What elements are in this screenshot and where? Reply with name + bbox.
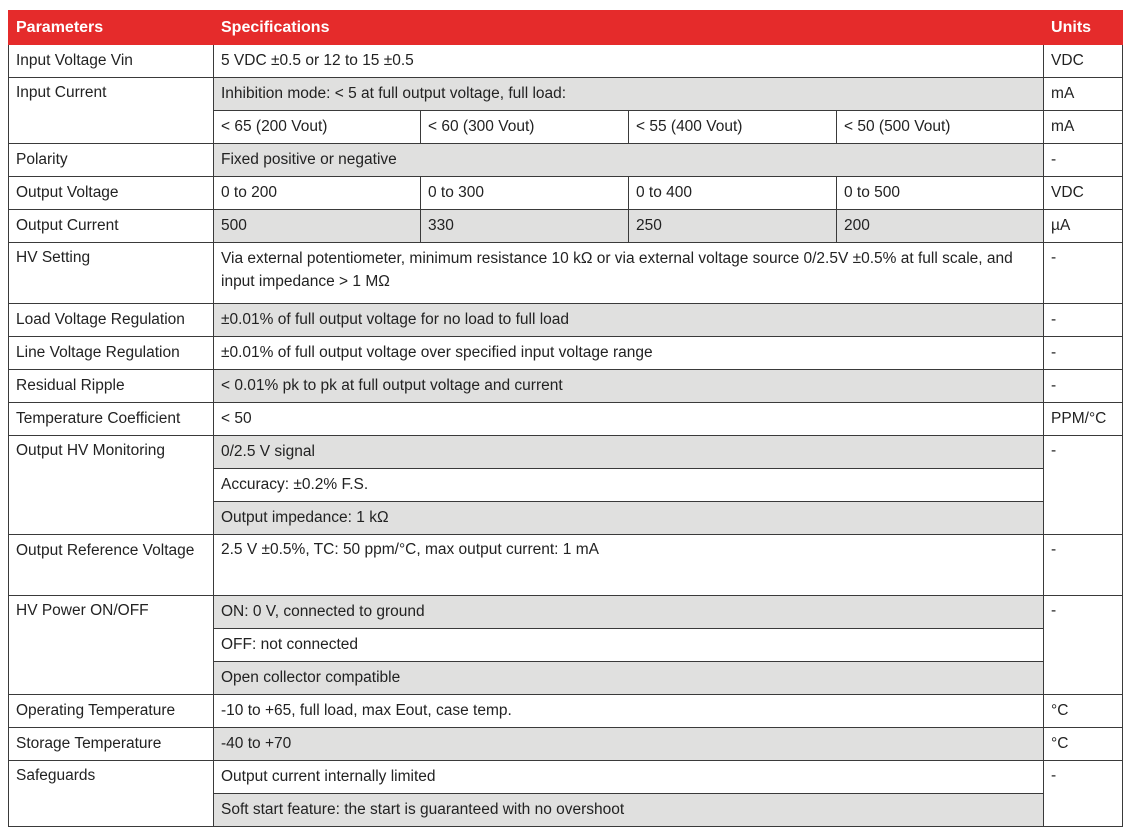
spec-cell: 500 [213,209,421,243]
table-row: Residual Ripple < 0.01% pk to pk at full… [8,369,1124,403]
table-row: Output Current 500 330 250 200 µA [8,209,1124,243]
unit-cell: °C [1043,727,1124,761]
table-row: Output Voltage 0 to 200 0 to 300 0 to 40… [8,176,1124,210]
table-row: Safeguards Output current internally lim… [8,760,1124,827]
spec-cell: ±0.01% of full output voltage over speci… [212,336,1045,370]
spec-cell: Output impedance: 1 kΩ [212,501,1045,535]
spec-cell: -40 to +70 [212,727,1045,761]
unit-cell: - [1043,143,1124,177]
param-cell: Output Current [8,209,214,243]
spec-cell: < 55 (400 Vout) [628,110,837,144]
spec-cell: 0/2.5 V signal [212,435,1045,469]
param-cell: HV Power ON/OFF [8,595,214,695]
spec-cell: Soft start feature: the start is guarant… [212,793,1045,827]
table-row: Storage Temperature -40 to +70 °C [8,727,1124,761]
table-row: Load Voltage Regulation ±0.01% of full o… [8,303,1124,337]
spec-cell: 200 [835,209,1045,243]
spec-cell: < 50 [212,402,1045,436]
unit-cell: VDC [1043,176,1124,210]
param-cell: Safeguards [8,760,214,827]
spec-cell: Via external potentiometer, minimum resi… [212,242,1045,304]
spec-cell: < 60 (300 Vout) [420,110,629,144]
header-units: Units [1043,10,1124,45]
param-cell: Line Voltage Regulation [8,336,214,370]
unit-cell: mA [1043,77,1124,111]
param-cell: Input Voltage Vin [8,44,214,78]
header-parameters: Parameters [8,10,214,45]
spec-cell: 250 [628,209,837,243]
spec-cell: < 65 (200 Vout) [213,110,421,144]
unit-cell: - [1043,435,1124,535]
param-cell: Output HV Monitoring [8,435,214,535]
unit-cell: - [1043,760,1124,827]
spec-cell: 0 to 400 [628,176,837,210]
unit-cell: °C [1043,694,1124,728]
table-row: Output HV Monitoring 0/2.5 V signal - [8,435,1124,535]
param-cell: Polarity [8,143,214,177]
unit-cell: - [1043,369,1124,403]
spec-cell: 0 to 300 [420,176,629,210]
unit-cell: VDC [1043,44,1124,78]
table-row: Output impedance: 1 kΩ [9,501,1123,535]
spec-cell: < 0.01% pk to pk at full output voltage … [212,369,1045,403]
table-row: HV Setting Via external potentiometer, m… [8,242,1124,304]
spec-cell: 330 [420,209,629,243]
table-row: < 65 (200 Vout) < 60 (300 Vout) < 55 (40… [9,110,1124,144]
spec-cell: Accuracy: ±0.2% F.S. [212,468,1045,502]
spec-cell: Fixed positive or negative [212,143,1045,177]
spec-cell: 0 to 200 [213,176,421,210]
spec-cell: OFF: not connected [212,628,1045,662]
table-row: Output Reference Voltage 2.5 V ±0.5%, TC… [8,534,1124,596]
unit-cell: - [1043,242,1124,304]
spec-cell: Inhibition mode: < 5 at full output volt… [212,77,1045,111]
param-cell: Operating Temperature [8,694,214,728]
param-cell: Load Voltage Regulation [8,303,214,337]
unit-cell: - [1043,595,1124,695]
table-row: Input Voltage Vin 5 VDC ±0.5 or 12 to 15… [8,44,1124,78]
spec-cell: -10 to +65, full load, max Eout, case te… [212,694,1045,728]
spec-cell: Open collector compatible [212,661,1045,695]
table-row: Operating Temperature -10 to +65, full l… [8,694,1124,728]
spec-cell: 5 VDC ±0.5 or 12 to 15 ±0.5 [212,44,1045,78]
unit-cell: PPM/°C [1043,402,1124,436]
unit-cell: - [1043,336,1124,370]
table-row: Input Current Inhibition mode: < 5 at fu… [8,77,1124,144]
param-cell: Temperature Coefficient [8,402,214,436]
spec-cell: 2.5 V ±0.5%, TC: 50 ppm/°C, max output c… [212,534,1045,596]
table-row: HV Power ON/OFF ON: 0 V, connected to gr… [8,595,1124,695]
table-header: Parameters Specifications Units [8,10,1124,45]
specifications-table: Parameters Specifications Units Input Vo… [8,10,1124,827]
spec-cell: ±0.01% of full output voltage for no loa… [212,303,1045,337]
spec-cell: Output current internally limited [212,760,1045,794]
spec-cell: < 50 (500 Vout) [835,110,1045,144]
table-row: Temperature Coefficient < 50 PPM/°C [8,402,1124,436]
param-cell: Storage Temperature [8,727,214,761]
table-row: Line Voltage Regulation ±0.01% of full o… [8,336,1124,370]
param-cell: Output Reference Voltage [8,534,214,596]
table-row: Accuracy: ±0.2% F.S. [9,468,1123,502]
unit-cell: - [1043,534,1124,596]
unit-cell: µA [1043,209,1124,243]
spec-cell: 0 to 500 [835,176,1045,210]
header-specifications: Specifications [212,10,1045,45]
param-cell: Input Current [8,77,214,144]
unit-cell: - [1043,303,1124,337]
param-cell: Output Voltage [8,176,214,210]
table-row: Polarity Fixed positive or negative - [8,143,1124,177]
unit-cell: mA [1043,110,1124,144]
param-cell: Residual Ripple [8,369,214,403]
param-cell: HV Setting [8,242,214,304]
table-row: Open collector compatible [9,661,1123,695]
spec-cell: ON: 0 V, connected to ground [212,595,1045,629]
